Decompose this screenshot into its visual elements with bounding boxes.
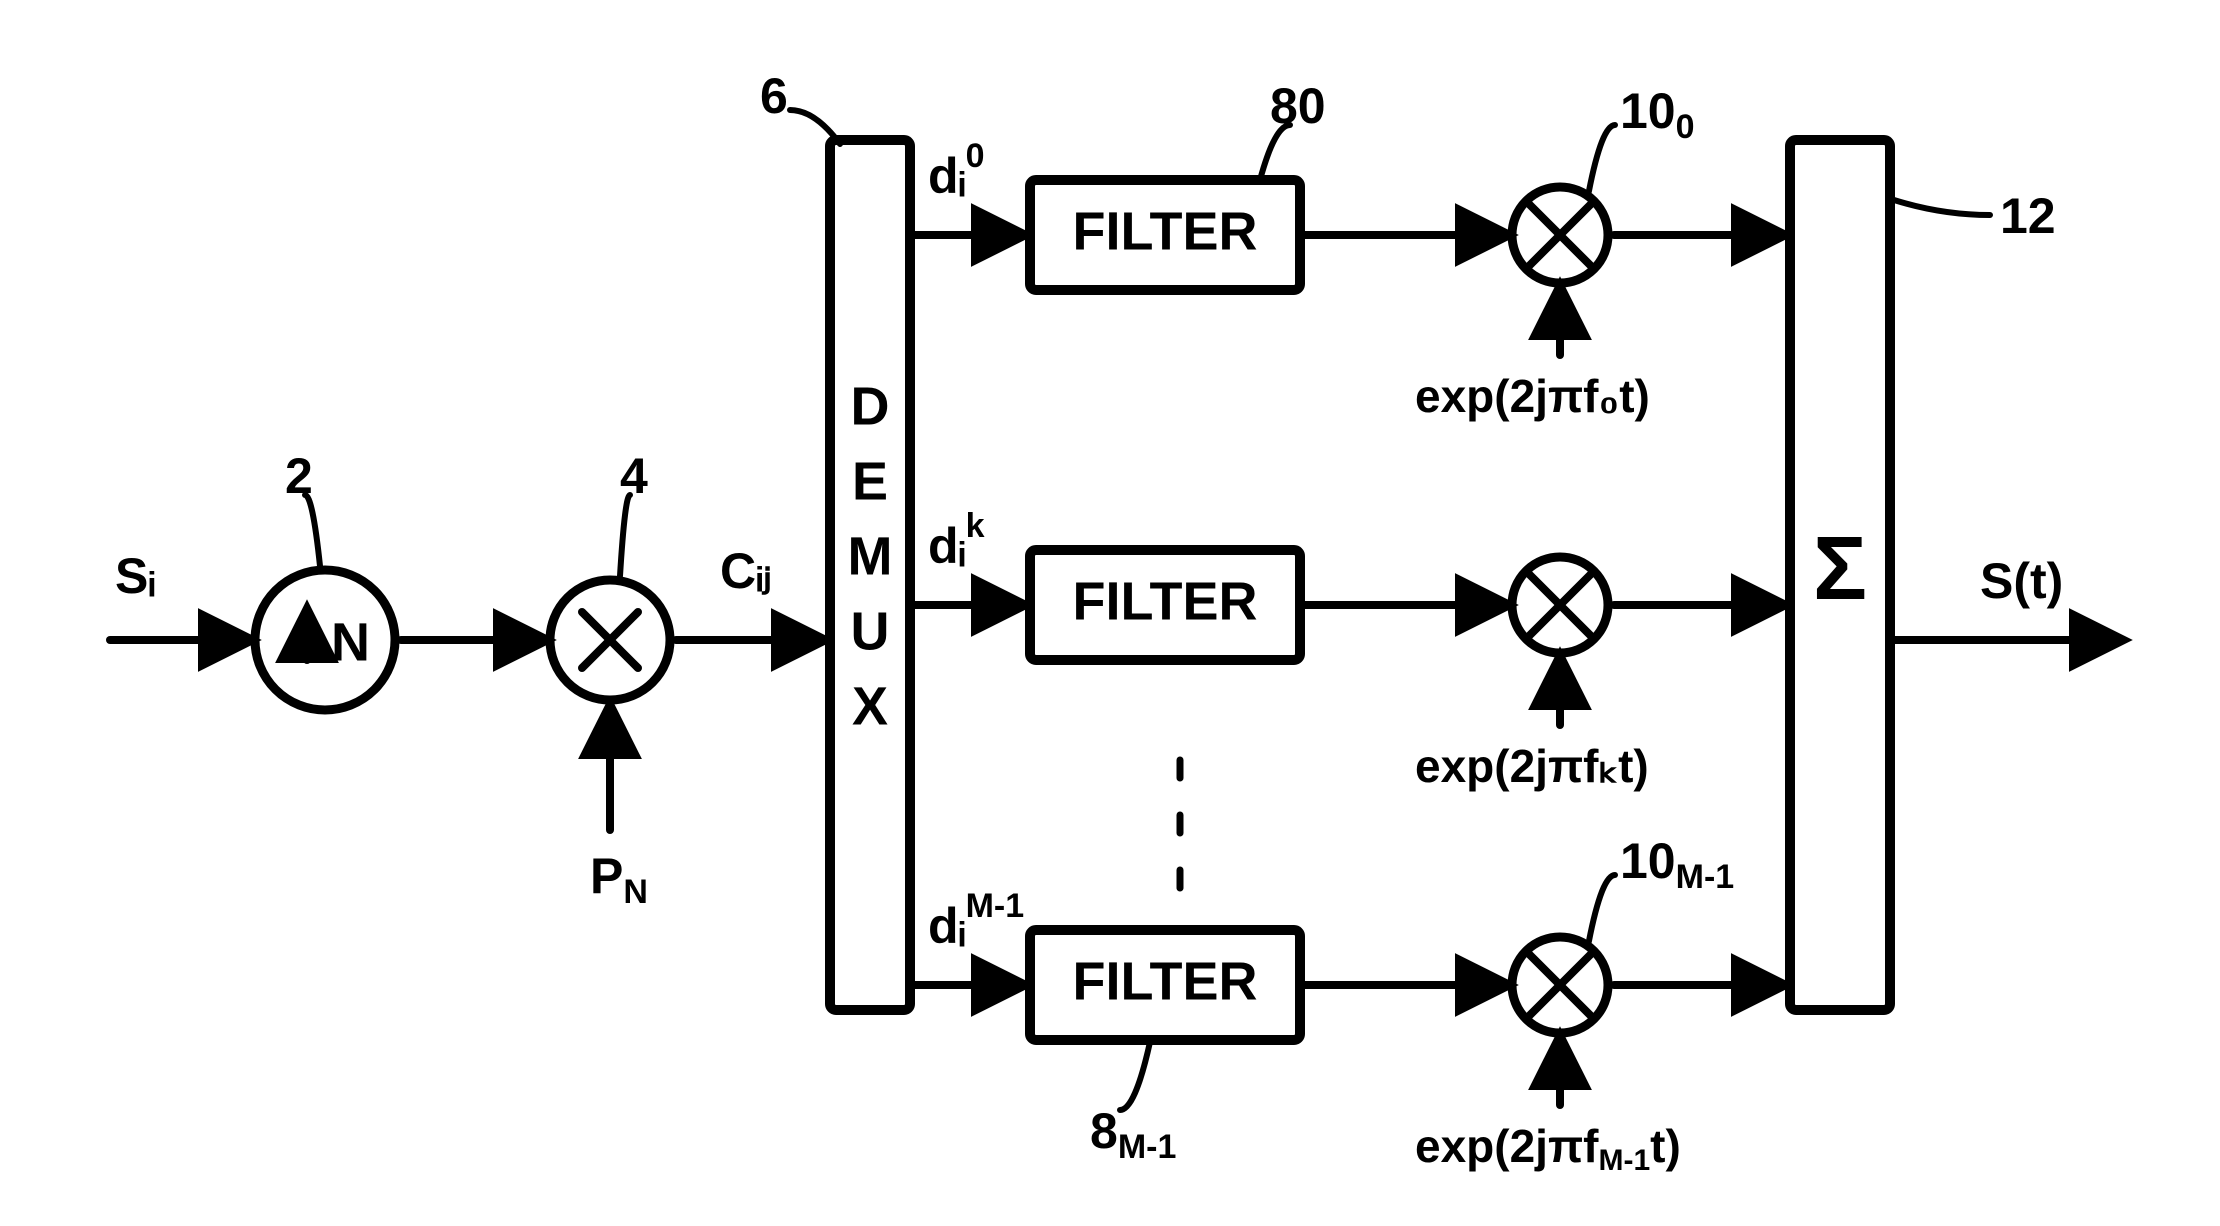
upsampler-circle — [255, 570, 395, 710]
filter-ref-0: 80 — [1270, 78, 1326, 134]
input-label: Sᵢ — [115, 548, 155, 604]
filter-ref-2: 8M-1 — [1090, 1103, 1176, 1166]
filter-text-1: FILTER — [1073, 571, 1258, 631]
pn-label: PN — [590, 848, 648, 911]
demux-ref: 6 — [760, 68, 788, 124]
sum-symbol: Σ — [1813, 519, 1867, 619]
filter-text-0: FILTER — [1073, 201, 1258, 261]
svg-text:U: U — [851, 601, 890, 661]
exp-label-2: exp(2jπfM-1t) — [1415, 1120, 1681, 1177]
d-label-2: dᵢM-1 — [928, 887, 1024, 954]
svg-text:X: X — [852, 676, 888, 736]
d-label-1: dᵢk — [928, 507, 985, 574]
d-label-0: dᵢ0 — [928, 137, 985, 204]
svg-text:N: N — [331, 612, 370, 672]
svg-text:D: D — [851, 376, 890, 436]
exp-label-1: exp(2jπfₖt) — [1415, 740, 1649, 792]
filter-text-2: FILTER — [1073, 951, 1258, 1011]
output-label: S(t) — [1980, 553, 2063, 609]
exp-label-0: exp(2jπf₀t) — [1415, 370, 1650, 422]
svg-text:E: E — [852, 451, 888, 511]
sum-ref: 12 — [2000, 188, 2056, 244]
cij-label: Cᵢⱼ — [720, 543, 772, 599]
multiplier-ref: 4 — [620, 448, 648, 504]
svg-text:M: M — [848, 526, 893, 586]
mixer-ref-2: 10M-1 — [1620, 833, 1734, 896]
mixer-ref-0: 100 — [1620, 83, 1695, 146]
